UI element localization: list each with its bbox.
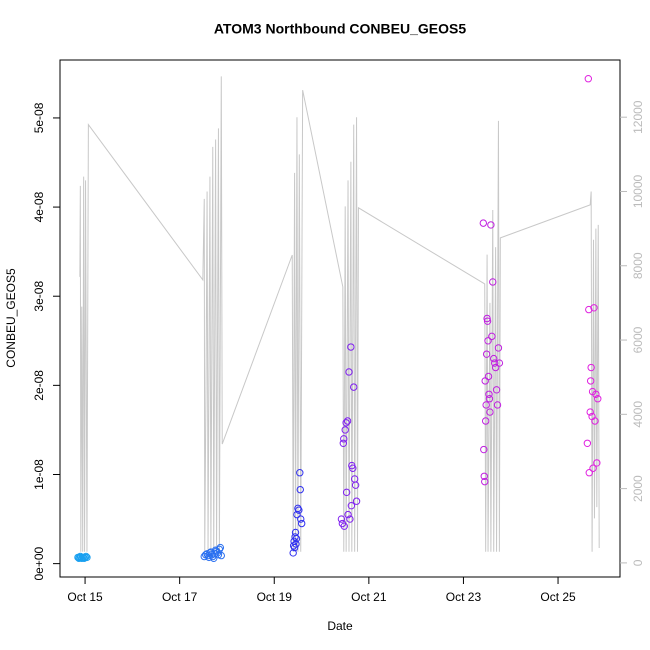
data-point <box>297 519 306 528</box>
data-point <box>594 395 602 403</box>
data-point <box>482 350 491 358</box>
data-point <box>352 497 361 505</box>
data-point <box>480 472 488 480</box>
data-point <box>493 401 502 409</box>
data-point <box>587 363 595 372</box>
x-tick-label: Oct 21 <box>351 590 387 604</box>
data-point <box>494 344 503 352</box>
data-point <box>490 354 498 363</box>
data-point <box>487 221 495 229</box>
y2-tick-label: 4000 <box>631 401 645 428</box>
data-point <box>291 533 299 541</box>
data-point <box>485 395 494 403</box>
data-point <box>492 386 501 394</box>
data-point <box>216 543 225 552</box>
data-point <box>482 401 490 409</box>
x-tick-label: Oct 15 <box>67 590 103 604</box>
data-point <box>490 359 499 367</box>
data-point <box>347 343 355 351</box>
data-point <box>592 390 600 398</box>
y-tick-label: 1e-08 <box>32 459 46 490</box>
plot-frame <box>59 59 621 578</box>
y2-tick-label: 10000 <box>631 174 645 208</box>
x-tick-label: Oct 19 <box>257 590 293 604</box>
data-point <box>483 314 491 323</box>
data-point <box>339 439 348 447</box>
data-point <box>479 219 488 227</box>
data-point <box>585 469 593 477</box>
data-point <box>296 469 304 477</box>
x-tick-label: Oct 25 <box>540 590 576 604</box>
data-point <box>481 417 490 425</box>
data-point <box>589 464 597 472</box>
data-point <box>586 377 595 385</box>
data-point <box>292 540 300 548</box>
y-tick-label: 2e-08 <box>32 370 46 401</box>
altitude-line <box>79 76 600 552</box>
y2-tick-label: 6000 <box>631 326 645 353</box>
data-point <box>583 439 592 447</box>
data-point <box>349 464 357 472</box>
data-point <box>485 390 493 398</box>
data-point <box>217 551 225 560</box>
y-tick-label: 5e-08 <box>32 102 46 133</box>
data-point <box>491 363 500 372</box>
data-point <box>343 417 352 425</box>
data-point <box>78 554 86 562</box>
data-point <box>484 337 492 345</box>
data-point <box>337 515 346 523</box>
data-point <box>483 317 492 325</box>
y2-tick-label: 8000 <box>631 252 645 279</box>
x-axis-label: Date <box>327 619 353 633</box>
data-point <box>484 372 493 381</box>
y-axis-label: CONBEU_GEOS5 <box>4 268 18 368</box>
data-point <box>345 368 353 376</box>
data-point <box>295 506 303 514</box>
data-point <box>584 75 593 83</box>
data-point <box>585 305 593 314</box>
y-tick-label: 0e+00 <box>32 546 46 580</box>
data-point <box>489 278 497 286</box>
data-point <box>82 552 90 561</box>
data-point <box>481 477 489 486</box>
data-point <box>342 419 350 427</box>
data-point <box>342 488 351 497</box>
data-point <box>486 408 494 416</box>
data-point <box>340 435 348 443</box>
data-point <box>488 332 496 341</box>
data-point <box>591 417 599 425</box>
y2-tick-label: 2000 <box>631 475 645 502</box>
y2-tick-label: 0 <box>631 559 645 566</box>
x-tick-label: Oct 23 <box>446 590 482 604</box>
data-point <box>351 481 360 489</box>
data-point <box>289 549 297 557</box>
data-point <box>290 543 299 552</box>
data-point <box>590 304 598 312</box>
data-point <box>495 359 504 367</box>
data-point <box>346 515 354 523</box>
data-point <box>480 445 488 454</box>
data-point <box>350 383 358 391</box>
data-point <box>340 522 348 530</box>
data-point <box>297 515 305 523</box>
y-tick-label: 3e-08 <box>32 281 46 312</box>
data-point <box>586 408 594 416</box>
data-point <box>81 553 89 562</box>
data-point <box>210 554 218 562</box>
data-point <box>292 534 301 543</box>
x-tick-label: Oct 17 <box>162 590 198 604</box>
data-point <box>344 510 352 519</box>
chart-title: ATOM3 Northbound CONBEU_GEOS5 <box>214 21 466 37</box>
data-point <box>347 501 356 510</box>
data-point <box>296 485 304 494</box>
y2-tick-label: 12000 <box>631 100 645 134</box>
data-point <box>593 459 601 467</box>
data-point <box>341 426 349 434</box>
y-tick-label: 4e-08 <box>32 191 46 222</box>
data-point <box>83 553 91 562</box>
